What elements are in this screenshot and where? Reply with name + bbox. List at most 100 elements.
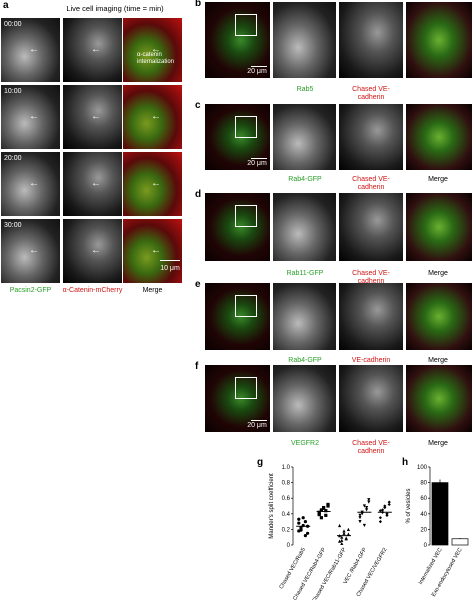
micrograph bbox=[63, 18, 122, 82]
channel-label: Rab11-GFP bbox=[286, 270, 324, 277]
point bbox=[362, 504, 366, 508]
micrograph bbox=[1, 18, 60, 82]
point bbox=[297, 517, 301, 521]
point bbox=[324, 513, 328, 517]
inset-box bbox=[235, 377, 257, 399]
micrograph bbox=[273, 283, 336, 350]
micrograph bbox=[123, 219, 182, 283]
channel-label: VE-cadherin bbox=[351, 357, 391, 364]
point bbox=[362, 523, 366, 528]
point bbox=[358, 516, 362, 520]
point bbox=[338, 523, 342, 528]
panel-label: b bbox=[195, 0, 202, 9]
micrograph bbox=[406, 283, 472, 350]
point bbox=[378, 520, 382, 524]
point bbox=[301, 516, 305, 520]
y-tick-label: 0.8 bbox=[282, 481, 291, 487]
micrograph bbox=[339, 193, 403, 261]
point bbox=[367, 498, 371, 502]
point bbox=[346, 527, 350, 531]
inset-box bbox=[235, 14, 257, 36]
micrograph bbox=[123, 18, 182, 82]
y-tick-label: 1.0 bbox=[282, 465, 291, 471]
scale-bar bbox=[251, 420, 267, 421]
point bbox=[340, 535, 344, 539]
scale-label: 20 μm bbox=[247, 160, 267, 167]
scale-bar bbox=[251, 66, 267, 67]
micrograph bbox=[273, 2, 336, 78]
timestamp: 20:00 bbox=[4, 155, 22, 162]
channel-label: Rab5 bbox=[296, 86, 314, 93]
point bbox=[317, 512, 321, 517]
panel-label: a bbox=[3, 0, 9, 11]
point bbox=[367, 500, 371, 504]
channel-label: Merge bbox=[428, 357, 448, 364]
point bbox=[342, 531, 346, 535]
point bbox=[346, 532, 350, 536]
arrow: ← bbox=[29, 245, 39, 256]
y-tick-label: 0.4 bbox=[282, 512, 291, 518]
point bbox=[358, 513, 362, 517]
arrow: ← bbox=[151, 44, 161, 55]
scale-bar bbox=[160, 260, 180, 261]
y-axis-label: % of vesicles bbox=[406, 488, 412, 523]
arrow: ← bbox=[29, 44, 39, 55]
timestamp: 30:00 bbox=[4, 222, 22, 229]
arrow: ← bbox=[151, 245, 161, 256]
timestamp: 00:00 bbox=[4, 21, 22, 28]
channel-label: Chased VE-cadherin bbox=[352, 270, 390, 285]
micrograph bbox=[406, 365, 472, 432]
channel-label: Merge bbox=[428, 440, 448, 447]
micrograph bbox=[1, 85, 60, 149]
bar bbox=[431, 482, 449, 546]
point bbox=[378, 516, 382, 520]
point bbox=[326, 504, 330, 508]
point bbox=[303, 534, 307, 538]
panel-label: h bbox=[402, 457, 408, 468]
micrograph bbox=[123, 152, 182, 216]
micrograph bbox=[63, 219, 122, 283]
arrow: ← bbox=[29, 178, 39, 189]
micrograph bbox=[63, 152, 122, 216]
scale-label: 10 μm bbox=[160, 265, 180, 272]
point bbox=[365, 505, 369, 510]
point bbox=[303, 520, 307, 524]
micrograph bbox=[406, 104, 472, 170]
channel-label: Chased VE-cadherin bbox=[352, 176, 390, 191]
micrograph bbox=[63, 85, 122, 149]
channel-label: VEGFR2 bbox=[290, 440, 319, 447]
micrograph bbox=[273, 365, 336, 432]
micrograph bbox=[1, 219, 60, 283]
micrograph bbox=[205, 193, 270, 261]
micrograph bbox=[123, 85, 182, 149]
annotation: α-catenin internalization bbox=[137, 52, 175, 65]
point bbox=[319, 516, 323, 520]
y-tick-label: 0 bbox=[424, 543, 428, 549]
point bbox=[319, 508, 323, 512]
point bbox=[385, 513, 389, 517]
arrow: ← bbox=[91, 245, 101, 256]
inset-box bbox=[235, 295, 257, 317]
point bbox=[344, 536, 348, 540]
scale-label: 20 μm bbox=[247, 68, 267, 75]
panel-label: f bbox=[195, 361, 199, 372]
y-tick-label: 100 bbox=[417, 465, 428, 471]
point bbox=[365, 508, 369, 512]
micrograph bbox=[339, 365, 403, 432]
panel-label: d bbox=[195, 189, 202, 200]
point bbox=[340, 541, 344, 546]
micrograph bbox=[273, 193, 336, 261]
y-axis-label: Mander's split coefficient bbox=[269, 473, 275, 539]
arrow: ← bbox=[151, 178, 161, 189]
channel-label: Rab4-GFP bbox=[288, 357, 322, 364]
inset-box bbox=[235, 116, 257, 138]
arrow: ← bbox=[151, 111, 161, 122]
point bbox=[299, 528, 303, 532]
panel-label: g bbox=[257, 457, 263, 468]
micrograph bbox=[273, 104, 336, 170]
timestamp: 10:00 bbox=[4, 88, 22, 95]
panel-label: c bbox=[195, 100, 201, 111]
micrograph bbox=[406, 193, 472, 261]
point bbox=[358, 520, 362, 524]
